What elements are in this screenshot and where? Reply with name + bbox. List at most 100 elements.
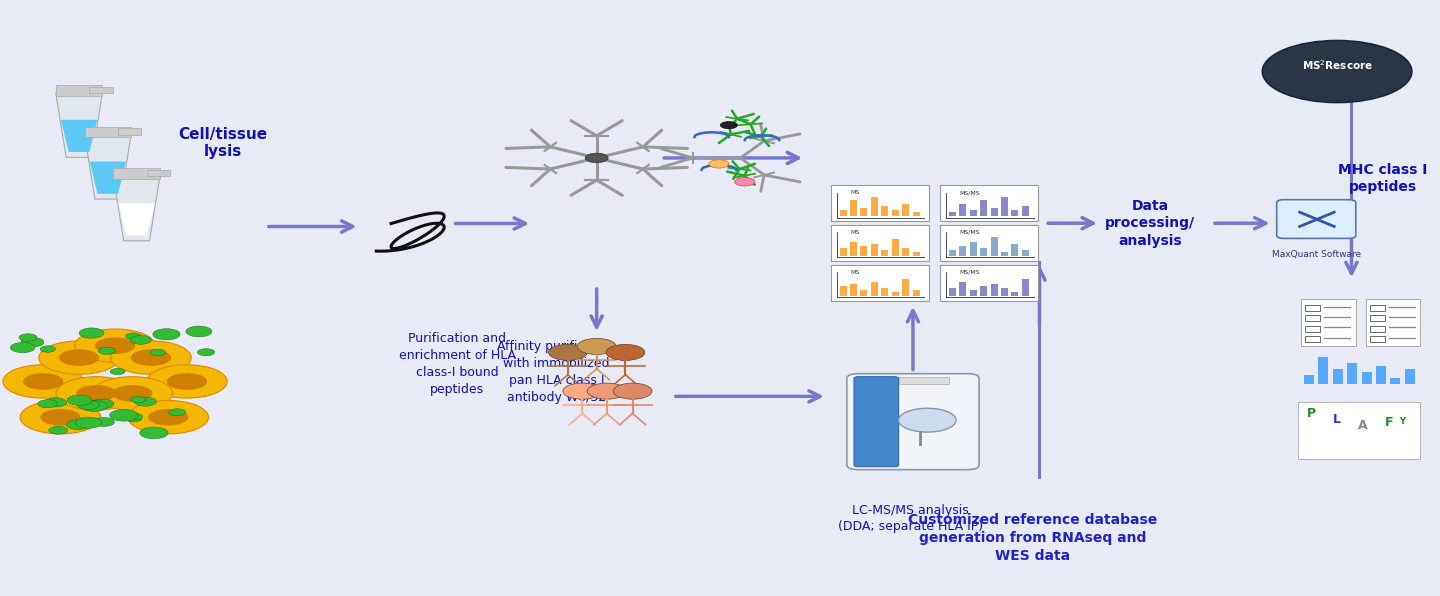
Circle shape [78, 401, 99, 409]
Circle shape [10, 343, 35, 353]
Bar [840, 210, 847, 216]
Bar [114, 168, 160, 179]
Circle shape [37, 400, 58, 408]
Bar [850, 284, 857, 296]
Circle shape [95, 337, 135, 354]
Bar [1022, 280, 1028, 296]
Bar [1306, 315, 1320, 321]
Text: MHC class I
peptides: MHC class I peptides [1338, 163, 1428, 194]
Text: P: P [1306, 407, 1316, 420]
Bar [861, 290, 867, 296]
Bar [891, 292, 899, 296]
Polygon shape [60, 120, 96, 152]
Bar [1022, 206, 1028, 216]
Text: Y: Y [1398, 417, 1405, 426]
Bar [903, 204, 909, 216]
Circle shape [131, 349, 171, 366]
FancyBboxPatch shape [940, 265, 1038, 301]
Bar [1011, 210, 1018, 216]
Circle shape [148, 409, 189, 426]
Circle shape [167, 373, 207, 390]
Bar [991, 208, 998, 216]
Circle shape [197, 349, 215, 356]
Circle shape [56, 377, 137, 410]
Text: MS: MS [851, 270, 860, 275]
Bar [981, 200, 986, 216]
Bar [118, 128, 141, 135]
Text: MS$^2$Rescore: MS$^2$Rescore [1302, 58, 1372, 73]
Circle shape [588, 383, 626, 399]
Circle shape [1263, 41, 1411, 103]
Bar [949, 250, 956, 256]
Bar [881, 288, 888, 296]
Bar [56, 85, 102, 95]
FancyBboxPatch shape [831, 265, 929, 301]
Circle shape [109, 368, 125, 375]
Bar [1390, 378, 1400, 384]
Bar [1362, 372, 1371, 384]
Bar [881, 250, 888, 256]
Bar [881, 206, 888, 216]
Circle shape [585, 153, 608, 163]
Circle shape [112, 385, 153, 402]
Polygon shape [85, 135, 131, 199]
Circle shape [40, 346, 56, 352]
Bar [1305, 375, 1315, 384]
Bar [1375, 366, 1385, 384]
Circle shape [613, 383, 652, 399]
Text: Affinity purification
with immobilized
pan HLA class I
antibody W6/32: Affinity purification with immobilized p… [497, 340, 616, 403]
Bar [1011, 244, 1018, 256]
Circle shape [125, 333, 141, 340]
Bar [861, 208, 867, 216]
Bar [949, 288, 956, 296]
Circle shape [20, 401, 101, 434]
Text: Customized reference database
generation from RNAseq and
WES data: Customized reference database generation… [907, 513, 1156, 563]
Bar [850, 241, 857, 256]
Bar [1333, 369, 1344, 384]
Polygon shape [118, 203, 154, 235]
FancyBboxPatch shape [847, 374, 979, 470]
FancyBboxPatch shape [854, 377, 899, 467]
Bar [969, 210, 976, 216]
Bar [871, 281, 878, 296]
Circle shape [91, 399, 114, 409]
FancyBboxPatch shape [940, 225, 1038, 261]
Polygon shape [114, 176, 160, 241]
Circle shape [128, 414, 143, 420]
Circle shape [40, 409, 81, 426]
Bar [1369, 305, 1384, 311]
Circle shape [130, 336, 151, 344]
Circle shape [150, 349, 166, 356]
Bar [1011, 292, 1018, 296]
Bar [850, 200, 857, 216]
Bar [949, 212, 956, 216]
Circle shape [75, 417, 102, 428]
Text: L: L [1333, 413, 1341, 426]
Bar [991, 237, 998, 256]
Circle shape [79, 328, 104, 339]
Text: A: A [1358, 419, 1368, 432]
Bar [1001, 197, 1008, 216]
Bar [861, 246, 867, 256]
Circle shape [128, 401, 209, 434]
Circle shape [131, 396, 145, 403]
Circle shape [734, 178, 755, 186]
Bar [991, 284, 998, 296]
Circle shape [22, 337, 45, 347]
Bar [1001, 288, 1008, 296]
Text: F: F [1385, 416, 1392, 429]
Polygon shape [89, 162, 125, 194]
Bar [1001, 252, 1008, 256]
Circle shape [125, 415, 141, 422]
Bar [85, 127, 131, 138]
Bar [1306, 305, 1320, 311]
Circle shape [68, 395, 92, 405]
FancyBboxPatch shape [1299, 402, 1420, 459]
Circle shape [606, 344, 645, 361]
FancyBboxPatch shape [940, 185, 1038, 221]
FancyBboxPatch shape [831, 185, 929, 221]
Text: Data
processing/
analysis: Data processing/ analysis [1104, 199, 1195, 247]
Bar [1369, 325, 1384, 331]
Bar [891, 210, 899, 216]
Bar [1369, 315, 1384, 321]
